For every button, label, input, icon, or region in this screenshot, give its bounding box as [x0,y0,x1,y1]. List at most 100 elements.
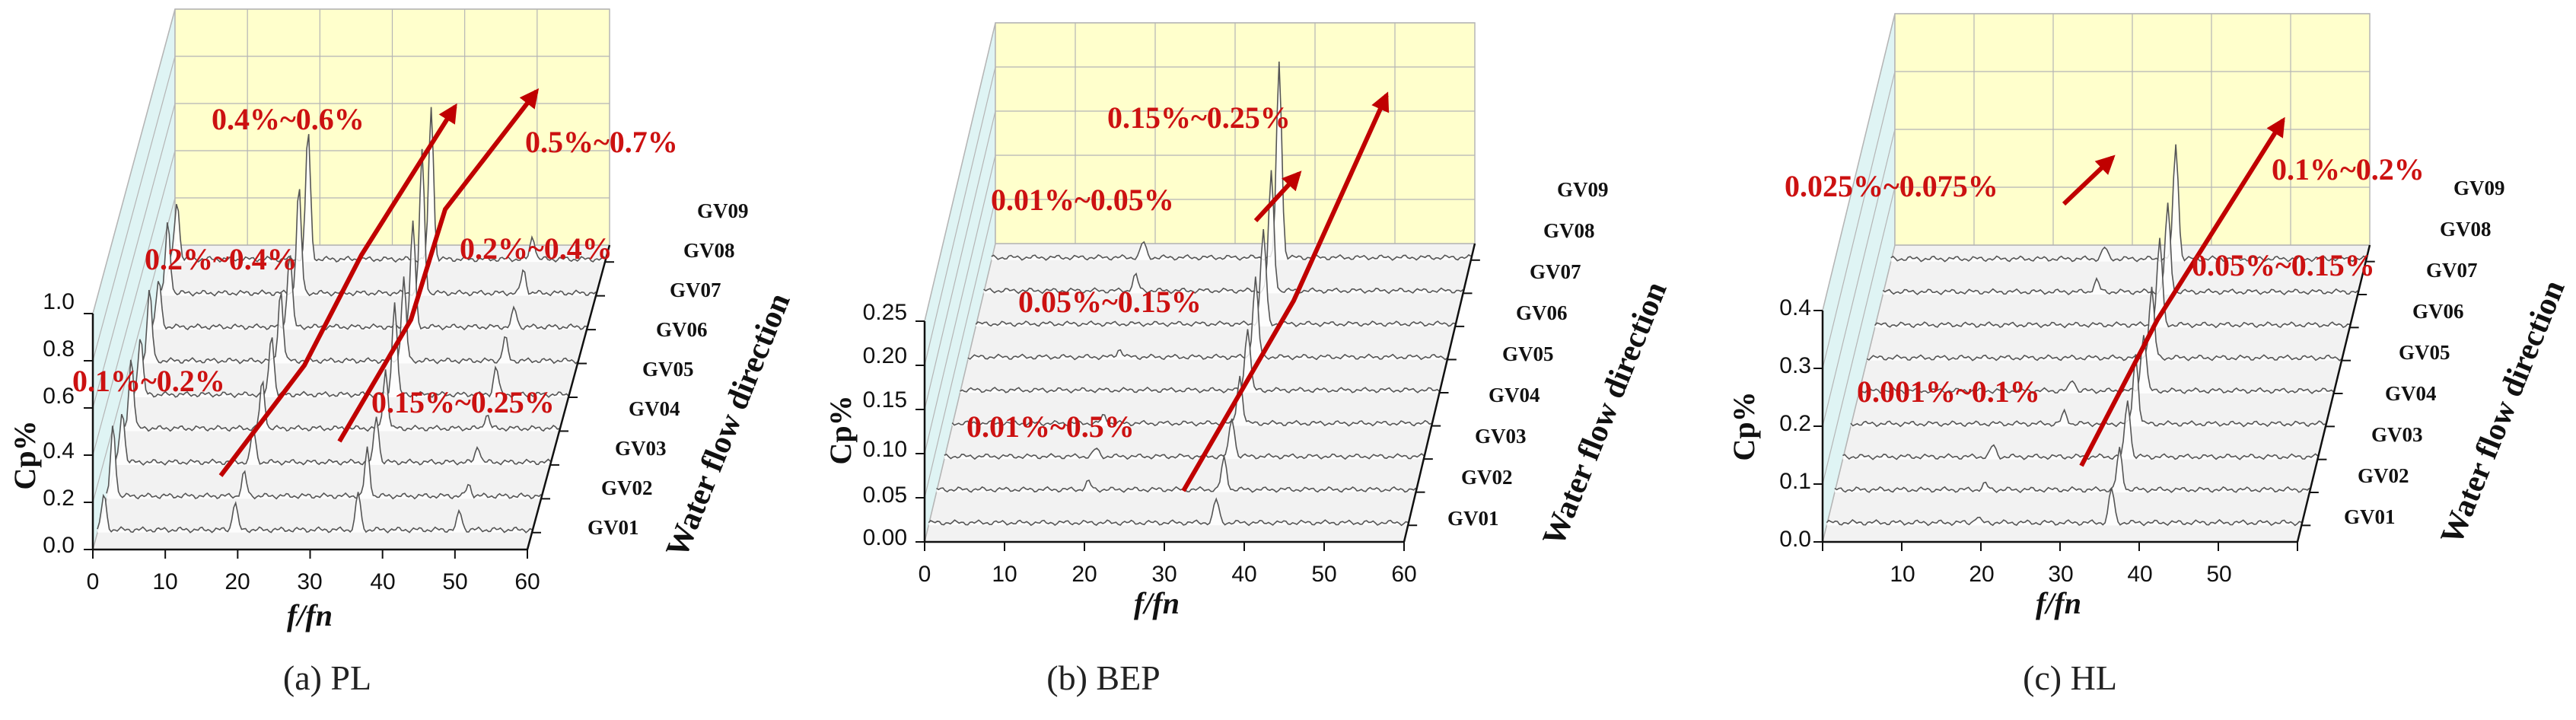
x-tick-label: 10 [152,569,177,594]
x-tick-label: 20 [1969,562,1994,587]
gridline [92,103,176,409]
series-label: GV06 [656,318,708,341]
panel-hl: 10 20 30 40 50 0.0 0.1 0.2 0.3 0.4 GV01 … [1727,13,2572,697]
y-tick-labels: 0.0 0.1 0.2 0.3 0.4 [1779,295,1811,552]
series-label: GV03 [615,437,667,460]
axes [915,243,1480,551]
y-tick-label: 0.00 [863,525,907,550]
series-line [975,229,1456,327]
series-label: GV03 [2371,423,2423,446]
series-line [151,220,587,331]
y-axis-title: Cp% [823,395,858,464]
series-line [967,276,1448,361]
panel-bep: 0 10 20 30 40 50 60 0.00 0.05 0.10 0.15 … [823,22,1674,697]
spectrum-traces [97,107,606,534]
x-tick-label: 20 [1071,562,1097,587]
spectrum-traces [1826,144,2367,527]
x-tick-label: 60 [514,569,540,594]
spectrum-traces [928,61,1472,527]
range-annotation: 0.4%~0.6% [212,102,365,136]
trend-arrow [218,103,457,477]
range-annotation: 0.05%~0.15% [1018,285,1202,319]
x-tick-labels: 0 10 20 30 40 50 60 [87,569,540,594]
range-annotation: 0.1%~0.2% [2272,152,2425,186]
x-tick-label: 0 [87,569,100,594]
series-line [170,107,606,263]
series-label: GV07 [2426,259,2478,282]
axes [1813,244,2375,551]
y-tick-label: 0.4 [43,438,75,464]
x-axis-title: f/fn [287,598,333,632]
x-tick-label: 60 [1391,562,1416,587]
series-label: GV08 [2440,218,2492,241]
y-tick-label: 0.0 [1779,527,1811,552]
y-tick-label: 0.05 [863,483,907,508]
trend-arrow [1253,170,1302,223]
x-axis-title: f/fn [1134,586,1180,620]
y-tick-label: 1.0 [43,289,75,314]
gridline [92,197,176,503]
gridline [924,199,996,499]
series-line [1890,144,2367,263]
gridline [1822,71,1896,369]
range-annotation: 0.15%~0.25% [371,385,555,419]
series-label: GV01 [1447,507,1499,530]
range-annotation: 0.01%~0.05% [991,183,1174,217]
x-tick-label: 20 [224,569,250,594]
annotations: 0.4%~0.6% 0.5%~0.7% 0.2%~0.4% 0.2%~0.4% … [72,102,678,419]
panel-caption: (a) PL [283,658,371,697]
series-line [161,148,597,297]
series-line [951,375,1432,427]
annotations: 0.15%~0.25% 0.01%~0.05% 0.05%~0.15% 0.01… [966,100,1291,444]
series-label: GV05 [1502,342,1554,365]
x-tick-labels: 10 20 30 40 50 [1890,562,2231,587]
x-tick-label: 0 [919,562,931,587]
series-labels: GV01 GV02 GV03 GV04 GV05 GV06 GV07 GV08 … [2344,177,2505,528]
trend-arrow [2079,116,2285,467]
x-tick-label: 10 [992,562,1017,587]
series-line [983,170,1463,295]
y-axis-title: Cp% [8,420,42,489]
gridline [924,22,996,322]
gridline [1822,186,1896,485]
series-labels: GV01 GV02 GV03 GV04 GV05 GV06 GV07 GV08 … [587,199,749,539]
series-line [124,359,560,432]
range-annotation: 0.025%~0.075% [1785,169,1998,203]
series-line [106,425,542,500]
series-label: GV02 [601,476,653,499]
y-tick-label: 0.2 [43,486,75,511]
y-tick-label: 0.3 [1779,353,1811,378]
gridline [924,110,996,410]
gridline [92,150,176,456]
trend-arrow [2062,155,2116,206]
gridline [1822,13,1896,311]
x-tick-label: 40 [1231,562,1256,587]
range-annotation: 0.1%~0.2% [72,364,225,398]
gridline [92,8,176,314]
x-tick-label: 50 [1311,562,1336,587]
y-axis-title: Cp% [1727,391,1761,460]
series-label: GV04 [1489,384,1540,406]
series-labels: GV01 GV02 GV03 GV04 GV05 GV06 GV07 GV08 … [1447,178,1609,530]
range-annotation: 0.05%~0.15% [2192,248,2375,282]
y-tick-label: 0.0 [43,533,75,558]
range-annotation: 0.2%~0.4% [460,231,613,266]
series-line [133,302,569,399]
series-line [1882,202,2358,296]
gridline [1822,129,1896,427]
series-line [97,492,533,534]
trend-arrow [337,88,540,443]
gridline [924,66,996,366]
x-tick-label: 10 [1890,562,1915,587]
gridline [924,155,996,454]
series-label: GV02 [2358,464,2409,487]
range-annotation: 0.2%~0.4% [145,242,298,276]
series-line [1834,447,2310,494]
series-line [1842,400,2318,460]
series-line [1858,335,2335,395]
series-label: GV03 [1475,425,1527,448]
series-line [115,413,551,466]
trace-fill [928,499,1409,526]
y-tick-label: 0.25 [863,300,907,325]
